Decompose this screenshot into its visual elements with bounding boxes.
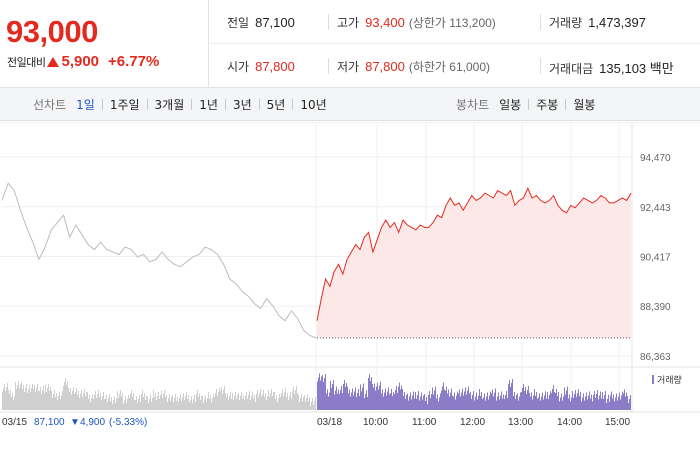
stat-label: 거래대금 [549, 62, 594, 76]
divider [191, 99, 193, 110]
stat-label: 거래량 [549, 16, 583, 30]
stat-open: 시가 87,800 [227, 58, 295, 75]
time-label: 14:00 [557, 417, 582, 428]
divider [101, 99, 103, 110]
stat-volume: 거래량 1,473,397 [549, 14, 646, 31]
divider [565, 99, 567, 110]
divider [540, 58, 541, 74]
change-label: 전일대비 [7, 55, 46, 69]
y-axis: 94,470 92,443 90,417 88,390 86,363 [640, 153, 671, 363]
period-3y[interactable]: 3년 [232, 98, 252, 112]
stats-row-2: 시가 87,800 저가 87,800 (하한가 61,000) 거래대금 13… [210, 44, 700, 88]
period-1y[interactable]: 1년 [199, 98, 218, 112]
y-tick-label: 88,390 [640, 302, 671, 313]
divider [146, 99, 148, 110]
price-block: 93,000 전일대비 5,900 +6.77% [0, 0, 209, 88]
stat-value: 135,103 백만 [599, 61, 674, 76]
previous-session-line [1, 182, 317, 339]
period-5y[interactable]: 5년 [266, 98, 286, 112]
intraday-price-chart[interactable]: 94,470 92,443 90,417 88,390 86,363 거래량 0… [0, 122, 700, 450]
current-session-area [316, 186, 632, 339]
prev-close-label: 87,100 [34, 417, 65, 428]
stat-value: 87,100 [255, 15, 295, 30]
volume-legend-label: 거래량 [657, 374, 682, 386]
stat-value: 93,400 [365, 15, 405, 30]
period-1w[interactable]: 1주일 [109, 98, 140, 112]
candle-chart-title: 봉차트 [456, 98, 490, 112]
prev-rate-label: (-5.33%) [109, 417, 147, 428]
period-10y[interactable]: 10년 [300, 98, 327, 112]
stat-trade-value: 거래대금 135,103 백만 [549, 58, 674, 77]
time-label: 12:00 [460, 417, 485, 428]
cur-date-label: 03/18 [317, 417, 342, 428]
stats-row-1: 전일 87,100 고가 93,400 (상한가 113,200) 거래량 1,… [210, 0, 700, 44]
current-price: 93,000 [6, 14, 98, 49]
line-chart-period-group: 선차트 1일 1주일 3개월 1년 3년 5년 10년 [33, 88, 327, 121]
line-chart-title: 선차트 [33, 98, 67, 112]
stat-prev-close: 전일 87,100 [227, 14, 295, 31]
prev-date-label: 03/15 [2, 417, 27, 428]
current-session-line [316, 186, 632, 321]
x-axis: 03/15 87,100 ▼ 4,900 (-5.33%) 03/18 10:0… [2, 417, 630, 428]
chart-toolbar: 선차트 1일 1주일 3개월 1년 3년 5년 10년 봉차트 일봉 주봉 월봉 [0, 88, 700, 121]
stock-summary: 93,000 전일대비 5,900 +6.77% 전일 87,100 고가 93… [0, 0, 700, 88]
candle-weekly[interactable]: 주봉 [536, 98, 559, 112]
stat-label: 저가 [337, 60, 360, 74]
up-triangle-icon [47, 56, 60, 67]
y-tick-label: 90,417 [640, 252, 671, 263]
stat-label: 전일 [227, 16, 250, 30]
time-label: 10:00 [363, 417, 388, 428]
stat-value: 87,800 [365, 59, 405, 74]
candle-daily[interactable]: 일봉 [499, 98, 522, 112]
stats-table: 전일 87,100 고가 93,400 (상한가 113,200) 거래량 1,… [210, 0, 700, 88]
prev-change-label: 4,900 [80, 417, 105, 428]
current-session-fill [317, 188, 631, 338]
time-label: 15:00 [605, 417, 630, 428]
stat-low: 저가 87,800 (하한가 61,000) [337, 58, 490, 75]
down-triangle-icon: ▼ [70, 417, 80, 428]
upper-limit: (상한가 113,200) [408, 16, 496, 30]
time-label: 13:00 [508, 417, 533, 428]
candle-monthly[interactable]: 월봉 [573, 98, 596, 112]
stat-value: 1,473,397 [588, 15, 646, 30]
volume-bars [2, 373, 631, 410]
change-row: 전일대비 5,900 +6.77% [7, 53, 159, 70]
volume-legend: 거래량 [652, 374, 682, 386]
divider [258, 99, 260, 110]
volume-legend-swatch [652, 375, 654, 384]
y-tick-label: 94,470 [640, 153, 671, 164]
previous-session-area [1, 182, 317, 339]
change-amount: 5,900 [61, 53, 100, 70]
stat-label: 고가 [337, 16, 360, 30]
candle-chart-period-group: 봉차트 일봉 주봉 월봉 [456, 88, 595, 121]
y-tick-label: 92,443 [640, 203, 671, 214]
divider [540, 14, 541, 30]
period-1d[interactable]: 1일 [76, 98, 95, 112]
stat-value: 87,800 [255, 59, 295, 74]
divider [328, 58, 329, 74]
divider [528, 99, 530, 110]
lower-limit: (하한가 61,000) [408, 60, 491, 74]
stat-label: 시가 [227, 60, 250, 74]
y-tick-label: 86,363 [640, 352, 671, 363]
stat-high: 고가 93,400 (상한가 113,200) [337, 14, 496, 31]
time-label: 11:00 [412, 417, 437, 428]
divider [224, 99, 226, 110]
divider [292, 99, 294, 110]
divider [328, 14, 329, 30]
change-rate: +6.77% [108, 53, 160, 70]
period-3m[interactable]: 3개월 [154, 98, 185, 112]
